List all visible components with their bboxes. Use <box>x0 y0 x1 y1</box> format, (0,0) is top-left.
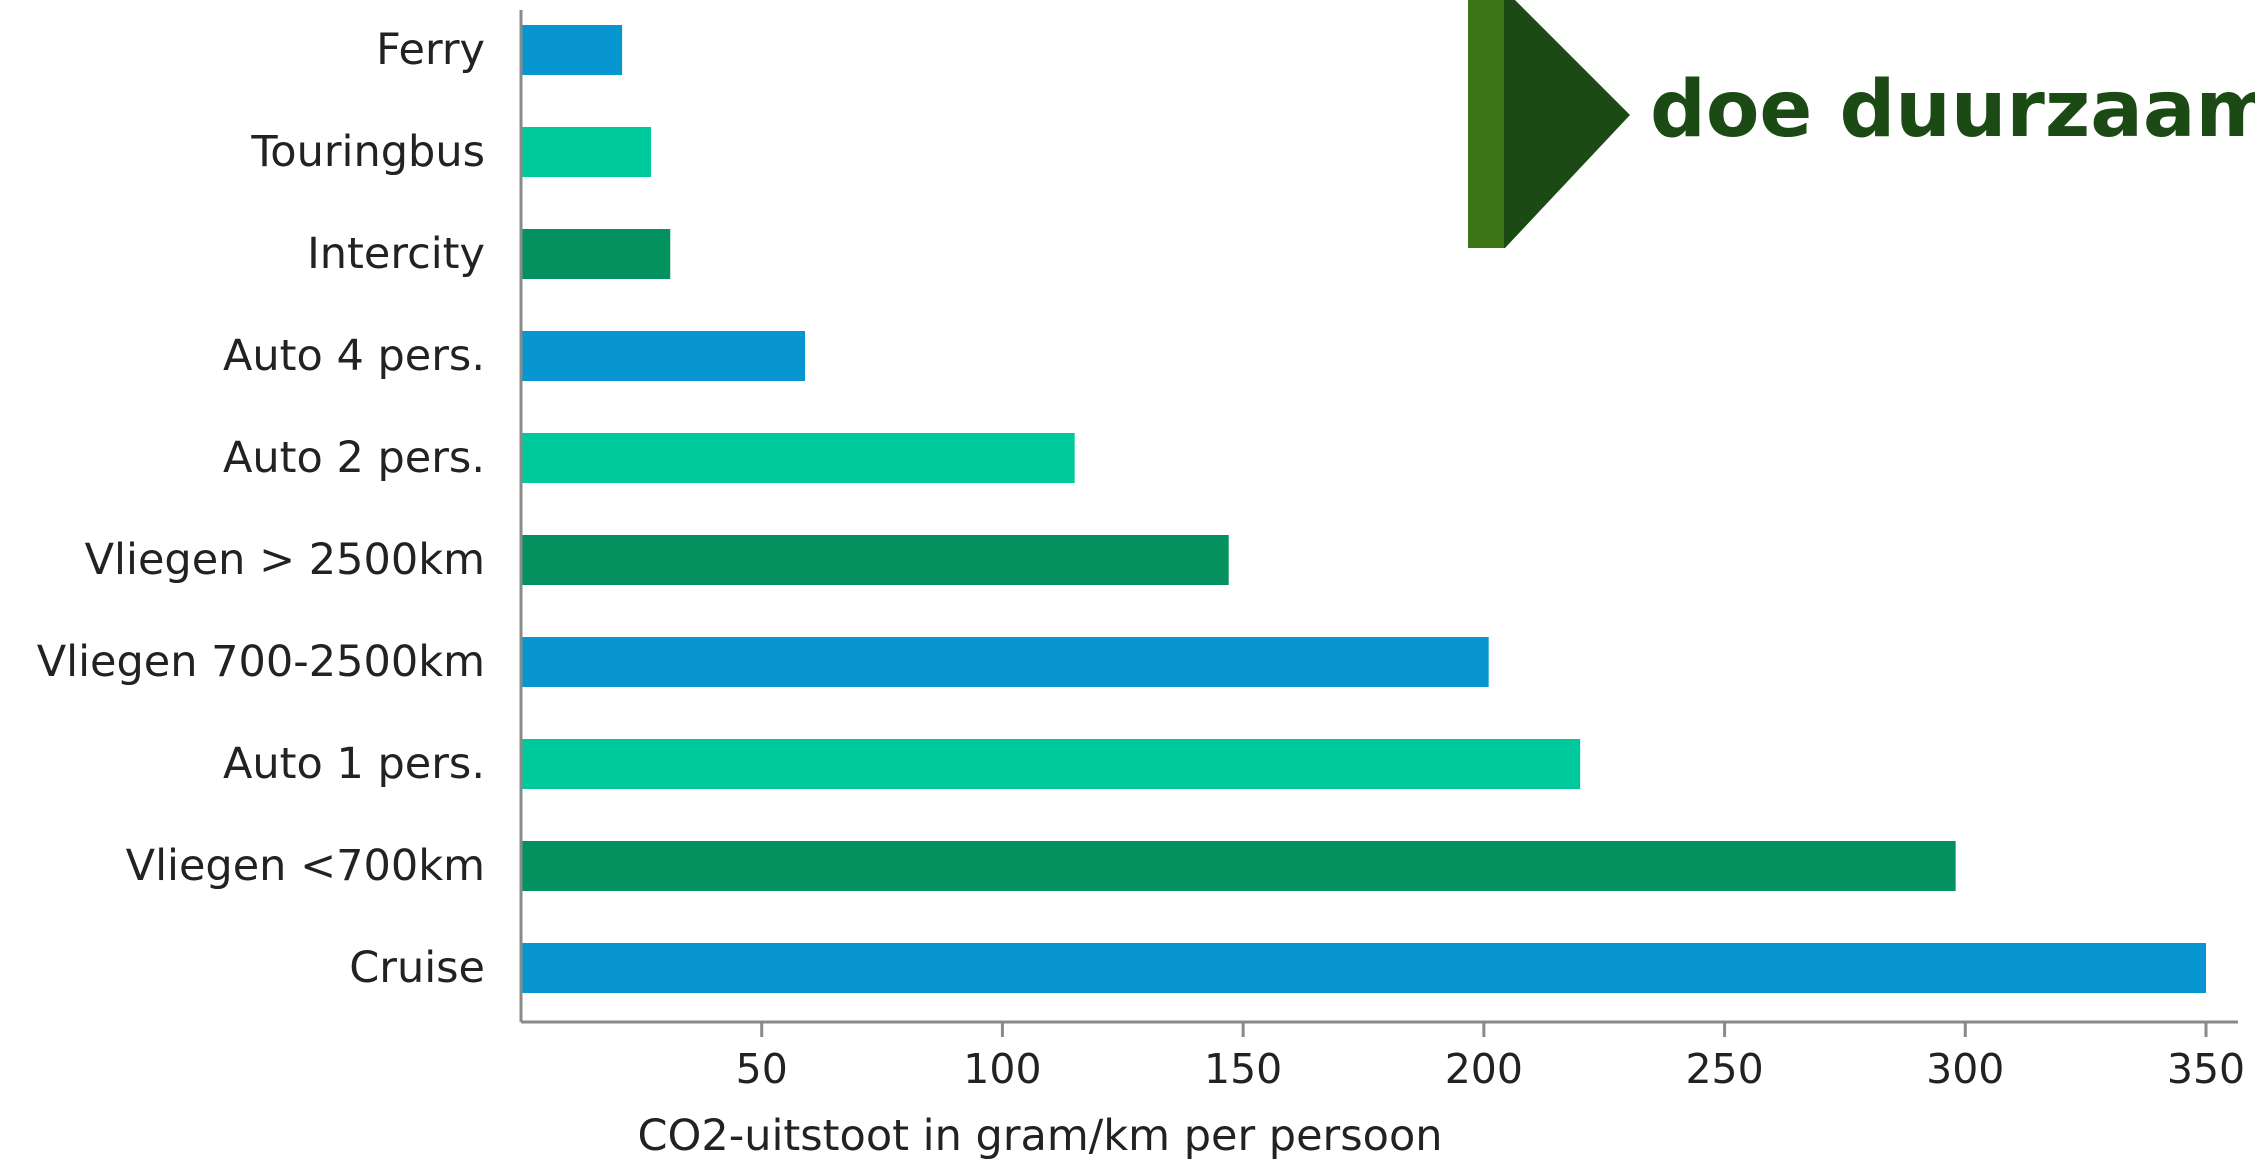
category-label: Cruise <box>349 943 485 993</box>
category-label: Touringbus <box>250 127 485 177</box>
x-tick-label: 50 <box>736 1045 788 1093</box>
x-tick-label: 100 <box>963 1045 1041 1093</box>
category-label: Vliegen 700-2500km <box>37 637 485 687</box>
category-labels: Ferry Touringbus Intercity Auto 4 pers. Auto… <box>37 25 485 993</box>
bar-auto-4-pers <box>521 331 806 381</box>
x-axis-ticks: 50 100 150 200 250 300 350 <box>736 1022 2245 1093</box>
bar-vliegen-700-2500km <box>521 637 1489 687</box>
category-label: Auto 1 pers. <box>223 739 485 789</box>
category-label: Vliegen <700km <box>126 841 485 891</box>
x-tick-label: 200 <box>1445 1045 1523 1093</box>
doe-duurzaam-logo: doe duurzaam <box>1468 0 2255 248</box>
category-label: Intercity <box>307 229 485 279</box>
logo-dark-arrow <box>1504 0 1630 248</box>
bar-vliegen-700km <box>521 841 1956 891</box>
x-tick-label: 300 <box>1926 1045 2004 1093</box>
logo-light-chevron <box>1468 0 1504 248</box>
bar-auto-2-pers <box>521 433 1075 483</box>
bar-auto-1-pers <box>521 739 1581 789</box>
category-label: Vliegen > 2500km <box>85 535 485 585</box>
bar-intercity <box>521 229 671 279</box>
category-label: Auto 2 pers. <box>223 433 485 483</box>
bar-touringbus <box>521 127 651 177</box>
bar-ferry <box>521 25 623 75</box>
x-tick-label: 350 <box>2167 1045 2245 1093</box>
category-label: Ferry <box>376 25 485 75</box>
category-label: Auto 4 pers. <box>223 331 485 381</box>
x-axis-title: CO2-uitstoot in gram/km per persoon <box>637 1111 1442 1161</box>
logo-text: doe duurzaam <box>1650 65 2255 155</box>
bars-group <box>521 25 2206 993</box>
bar-vliegen-2500km <box>521 535 1229 585</box>
x-tick-label: 150 <box>1204 1045 1282 1093</box>
x-tick-label: 250 <box>1685 1045 1763 1093</box>
bar-cruise <box>521 943 2206 993</box>
